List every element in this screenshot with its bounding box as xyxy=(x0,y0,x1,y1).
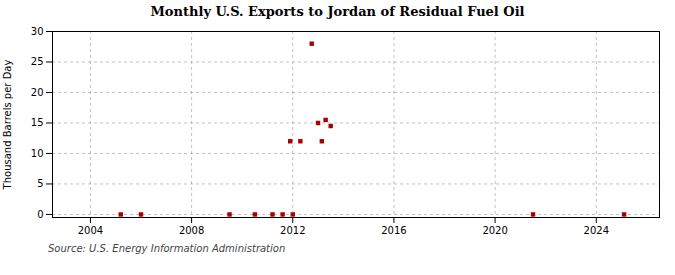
svg-text:0: 0 xyxy=(37,209,43,220)
html-text:Source: U.S. Energy Informatio: Source: U.S. Energy Information Administ… xyxy=(48,243,286,254)
svg-text:25: 25 xyxy=(31,56,44,67)
svg-text:20: 20 xyxy=(31,87,44,98)
svg-text:2024: 2024 xyxy=(584,225,609,236)
svg-text:15: 15 xyxy=(31,117,44,128)
svg-text:2004: 2004 xyxy=(78,225,103,236)
svg-text:2012: 2012 xyxy=(280,225,305,236)
svg-text:2016: 2016 xyxy=(381,225,406,236)
svg-text:5: 5 xyxy=(37,178,43,189)
html-text:Monthly U.S. Exports to Jordan: Monthly U.S. Exports to Jordan of Residu… xyxy=(150,4,525,19)
svg-text:2008: 2008 xyxy=(179,225,204,236)
svg-text:10: 10 xyxy=(31,148,44,159)
svg-text:Thousand Barrels per Day: Thousand Barrels per Day xyxy=(2,60,13,191)
svg-text:30: 30 xyxy=(31,26,44,37)
svg-text:2020: 2020 xyxy=(482,225,507,236)
